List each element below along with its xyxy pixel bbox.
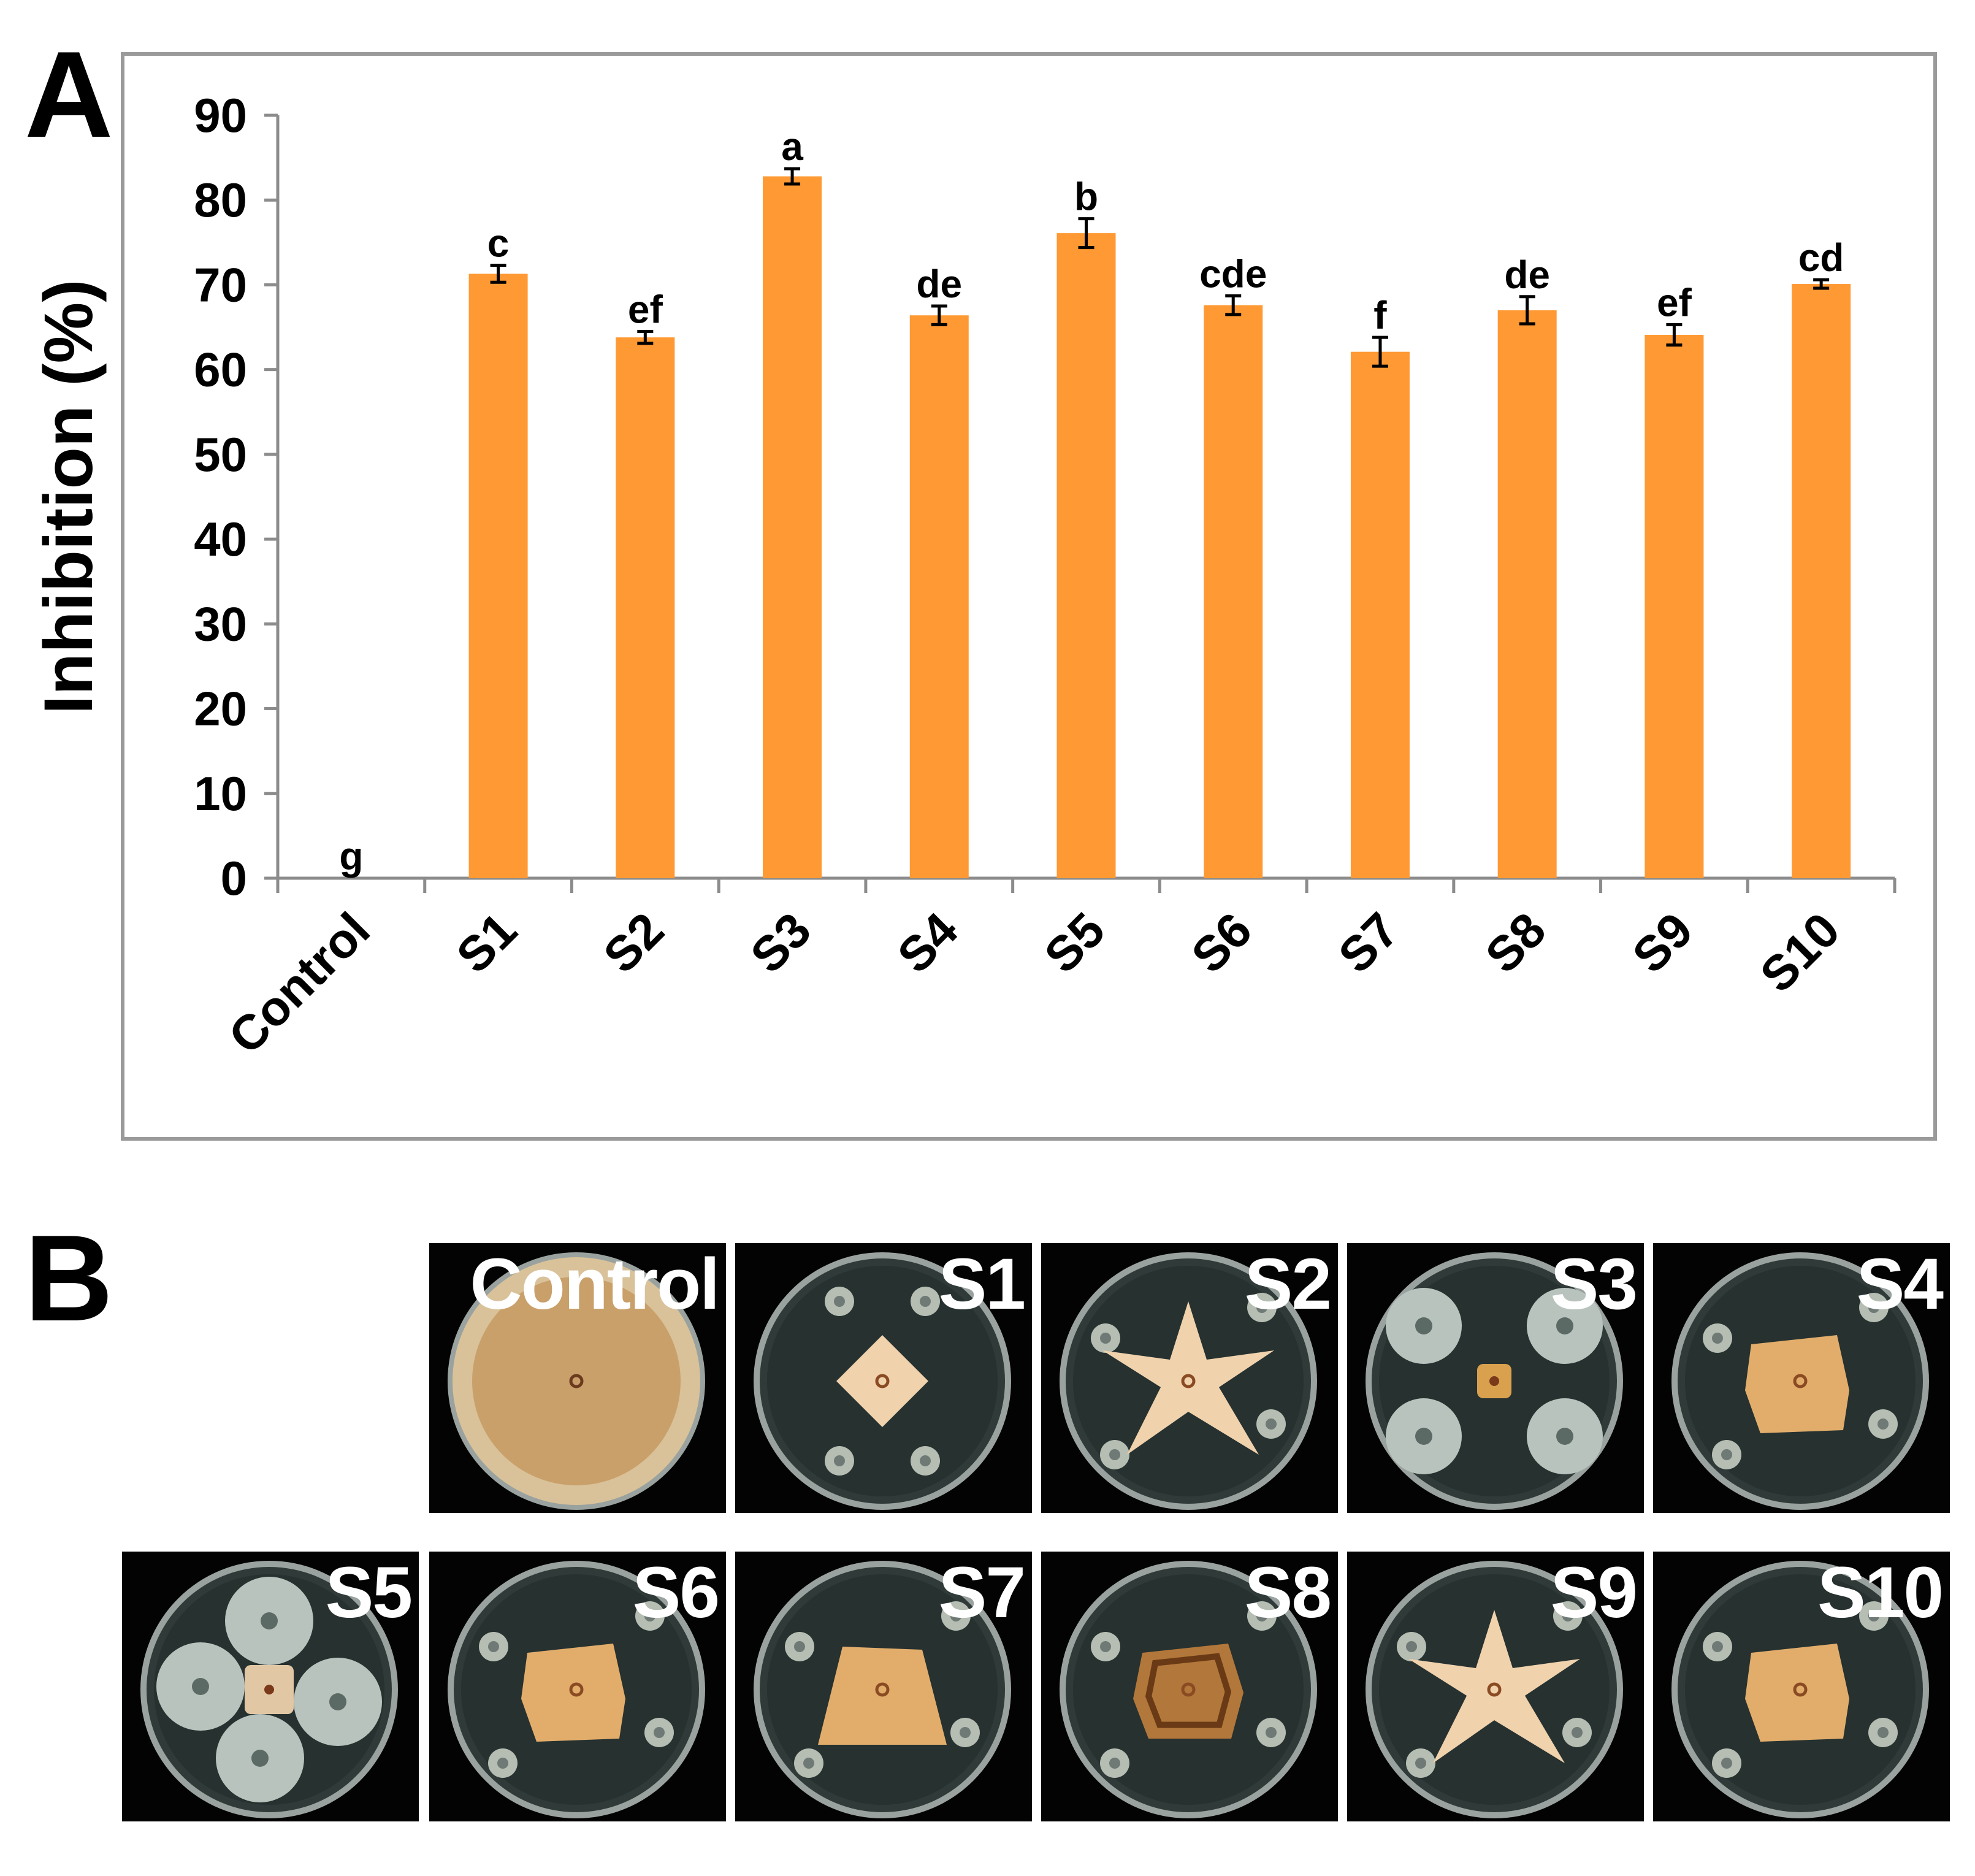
significance-letter: ef bbox=[628, 287, 663, 331]
significance-letter: f bbox=[1373, 293, 1387, 337]
plate-label: S1 bbox=[938, 1244, 1026, 1325]
y-tick-label: 60 bbox=[194, 343, 247, 397]
y-tick-label: 50 bbox=[194, 427, 247, 481]
plate-photo: S5 bbox=[122, 1552, 419, 1821]
plate-photo: S10 bbox=[1653, 1552, 1950, 1821]
bar bbox=[1497, 310, 1557, 878]
x-tick-label: Control bbox=[218, 902, 380, 1064]
x-tick-label: S2 bbox=[593, 902, 674, 983]
significance-letter: cd bbox=[1798, 235, 1844, 280]
petri-dish bbox=[754, 1561, 1011, 1818]
plate-label: S6 bbox=[632, 1552, 720, 1633]
x-tick-label: S7 bbox=[1328, 902, 1409, 983]
significance-letter: g bbox=[339, 834, 363, 878]
plate-photo: Control bbox=[429, 1243, 726, 1513]
significance-letter: b bbox=[1074, 175, 1098, 219]
x-tick-label: S10 bbox=[1750, 902, 1851, 1003]
plate-label: S10 bbox=[1817, 1552, 1944, 1633]
plate-photo: S6 bbox=[429, 1552, 726, 1821]
petri-dish bbox=[754, 1252, 1011, 1510]
plate-label: S7 bbox=[938, 1552, 1026, 1633]
plate-photo: S4 bbox=[1653, 1243, 1950, 1513]
petri-dish bbox=[1366, 1252, 1623, 1510]
bar bbox=[468, 274, 528, 878]
x-tick-label: S6 bbox=[1181, 902, 1262, 983]
y-tick-label: 70 bbox=[194, 258, 247, 312]
significance-letter: a bbox=[781, 124, 803, 169]
panel-label-b: B bbox=[25, 1210, 113, 1347]
y-axis-title: Inhibition (%) bbox=[30, 279, 107, 714]
bar-chart: 0 10 20 30 40 50 60 70 80 90 Inhibition (%) g Contro… bbox=[30, 88, 1897, 1064]
petri-dish bbox=[1060, 1561, 1317, 1818]
x-tick-label: S4 bbox=[887, 902, 968, 983]
y-tick-label: 80 bbox=[194, 173, 247, 227]
plate-label: S2 bbox=[1244, 1244, 1332, 1325]
bar bbox=[909, 315, 969, 878]
bar bbox=[1645, 334, 1704, 878]
bar bbox=[763, 176, 822, 878]
plate-photo: S9 bbox=[1347, 1552, 1644, 1821]
petri-dish bbox=[140, 1561, 398, 1818]
plate-photo: S8 bbox=[1041, 1552, 1338, 1821]
y-tick-label: 30 bbox=[194, 597, 247, 651]
petri-dish bbox=[1671, 1561, 1929, 1818]
plate-label: S8 bbox=[1244, 1552, 1332, 1633]
plate-label: S5 bbox=[325, 1552, 413, 1633]
plate-photo: S1 bbox=[735, 1243, 1032, 1513]
petri-dish bbox=[448, 1252, 705, 1510]
petri-dish bbox=[448, 1561, 705, 1818]
y-tick-label: 90 bbox=[194, 88, 247, 142]
x-tick-label: S8 bbox=[1475, 902, 1556, 983]
petri-dish bbox=[1671, 1252, 1929, 1510]
bar bbox=[1792, 284, 1851, 878]
bar bbox=[1056, 233, 1116, 878]
bar bbox=[1350, 351, 1410, 878]
y-tick-label: 20 bbox=[194, 682, 247, 736]
x-tick-label: S3 bbox=[740, 902, 821, 983]
plate-photo: S7 bbox=[735, 1552, 1032, 1821]
plate-photo: S2 bbox=[1041, 1243, 1338, 1513]
plate-label: S3 bbox=[1550, 1244, 1638, 1325]
significance-letter: c bbox=[487, 221, 510, 266]
plate-label: Control bbox=[470, 1244, 720, 1325]
panel-label-a: A bbox=[25, 26, 113, 163]
chart-frame bbox=[121, 52, 1937, 1141]
significance-letter: ef bbox=[1657, 280, 1692, 324]
significance-letter: cde bbox=[1199, 251, 1267, 296]
y-tick-label: 0 bbox=[221, 851, 247, 905]
petri-dish bbox=[1366, 1561, 1623, 1818]
plate-label: S9 bbox=[1550, 1552, 1638, 1633]
y-tick-label: 10 bbox=[194, 767, 247, 821]
y-tick-label: 40 bbox=[194, 512, 247, 566]
bar bbox=[1204, 305, 1263, 878]
x-tick-label: S5 bbox=[1034, 902, 1115, 983]
plate-photo: S3 bbox=[1347, 1243, 1644, 1513]
plate-label: S4 bbox=[1856, 1244, 1944, 1325]
bar bbox=[616, 337, 675, 878]
petri-dish bbox=[1060, 1252, 1317, 1510]
x-tick-label: S9 bbox=[1622, 902, 1703, 983]
x-tick-label: S1 bbox=[446, 902, 527, 983]
significance-letter: de bbox=[1504, 253, 1550, 297]
significance-letter: de bbox=[916, 262, 962, 306]
